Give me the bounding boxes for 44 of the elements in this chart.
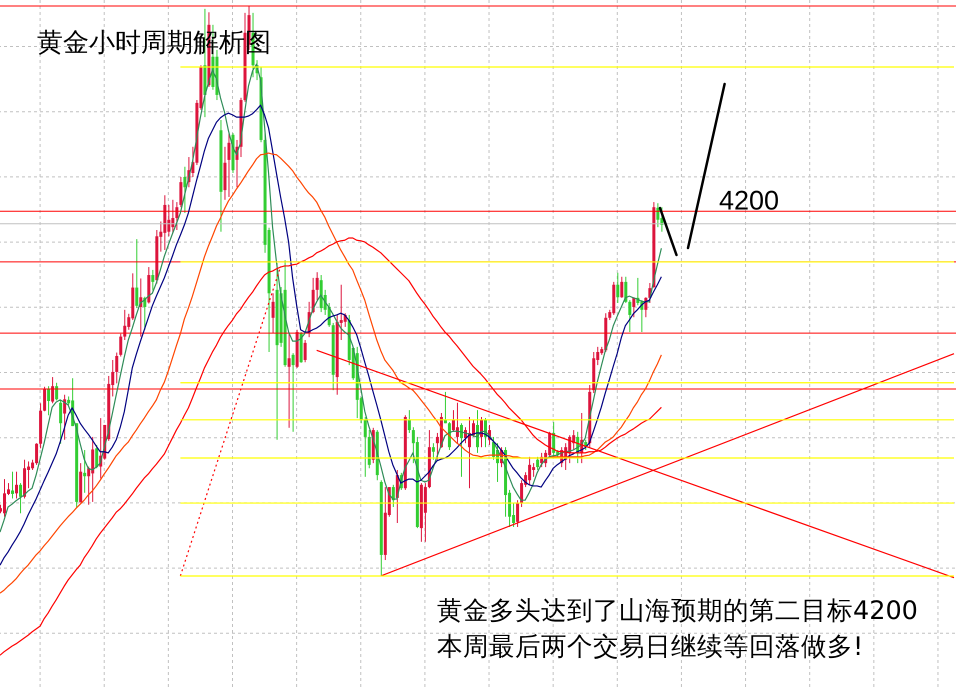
candlestick (19, 482, 22, 514)
candlestick (620, 276, 624, 298)
candlestick (516, 500, 520, 528)
candlestick (55, 382, 58, 401)
candlestick (632, 296, 636, 318)
candlestick (119, 333, 122, 358)
candlestick (175, 202, 178, 231)
candlestick (51, 376, 54, 404)
candlestick (532, 462, 536, 478)
annotation: 4200 (719, 186, 780, 216)
candlestick (35, 442, 38, 466)
candlestick (536, 456, 540, 470)
candlestick (91, 436, 94, 502)
candlestick (183, 166, 186, 214)
candlestick (11, 471, 14, 499)
candlestick (616, 272, 620, 304)
candlestick (115, 352, 118, 384)
text: 本周最后两个交易日继续等回落做多! (437, 631, 864, 664)
candlestick (316, 272, 319, 301)
candlestick (432, 442, 435, 460)
candlestick (179, 176, 182, 208)
candlestick (151, 269, 154, 291)
candlestick (292, 352, 295, 432)
candlestick (392, 484, 395, 508)
candlestick (95, 444, 98, 469)
candlestick (47, 386, 50, 416)
candlestick (59, 400, 62, 444)
candlestick (227, 132, 230, 198)
candlestick (83, 450, 86, 494)
candlestick (624, 276, 628, 304)
candlestick (628, 300, 632, 333)
candlestick (43, 386, 46, 412)
candlestick (15, 471, 18, 499)
candlestick (456, 402, 459, 444)
candlestick (656, 202, 660, 228)
candlestick (408, 410, 411, 434)
candlestick (288, 332, 291, 428)
candlestick (272, 292, 275, 334)
text: 黄金多头达到了山海预期的第二目标4200 (437, 595, 918, 628)
candlestick (528, 456, 532, 486)
candlestick (3, 478, 6, 518)
candlestick (364, 416, 367, 478)
candlestick (304, 340, 307, 363)
candlestick (135, 238, 138, 309)
